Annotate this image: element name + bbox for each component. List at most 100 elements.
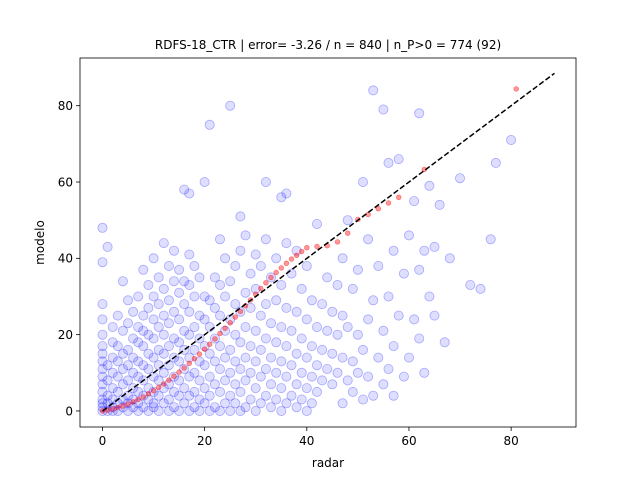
data-point-blue (414, 264, 425, 275)
data-point-blue (97, 329, 108, 340)
data-point-blue (260, 333, 271, 344)
data-point-blue (97, 386, 108, 397)
data-point-blue (123, 360, 134, 371)
data-point-blue (245, 268, 256, 279)
data-point-blue (301, 314, 312, 325)
data-point-blue (138, 310, 149, 321)
data-point-blue (363, 314, 374, 325)
data-point-blue (255, 260, 266, 271)
data-point-blue (97, 371, 108, 382)
data-point-blue (225, 367, 236, 378)
data-point-red (109, 406, 116, 412)
data-point-red (201, 346, 208, 352)
data-point-blue (357, 394, 368, 405)
data-point-blue (357, 176, 368, 187)
data-point-red (227, 320, 233, 326)
data-point-red (232, 314, 239, 320)
data-point-blue (148, 333, 159, 344)
data-point-blue (199, 314, 210, 325)
data-point-blue (168, 386, 179, 397)
data-point-blue (128, 367, 139, 378)
data-point-red (278, 265, 284, 271)
data-point-blue (347, 356, 358, 367)
identity-reference-line (102, 72, 555, 412)
data-point-blue (368, 390, 379, 401)
data-point-blue (174, 405, 185, 416)
data-point-blue (163, 341, 174, 352)
data-point-blue (352, 264, 363, 275)
data-point-blue (317, 299, 328, 310)
data-point-blue (311, 321, 322, 332)
data-point-blue (301, 352, 312, 363)
data-point-blue (189, 386, 200, 397)
data-point-blue (250, 405, 261, 416)
data-point-blue (317, 344, 328, 355)
data-point-blue (102, 241, 113, 252)
data-point-blue (143, 329, 154, 340)
data-point-blue (240, 375, 251, 386)
data-point-blue (102, 390, 113, 401)
data-point-blue (255, 344, 266, 355)
data-point-red (314, 243, 320, 250)
data-point-blue (260, 299, 271, 310)
data-point-red (196, 351, 203, 357)
data-point-blue (214, 341, 225, 352)
data-point-blue (260, 176, 271, 187)
data-point-blue (174, 287, 185, 298)
plot-frame (79, 57, 577, 428)
data-point-blue (220, 375, 231, 386)
data-point-red (120, 403, 126, 409)
data-point-blue (255, 310, 266, 321)
data-point-blue (107, 383, 118, 394)
data-point-blue (158, 398, 169, 409)
data-point-blue (209, 272, 220, 283)
data-point-blue (123, 344, 134, 355)
data-point-blue (107, 367, 118, 378)
data-point-blue (97, 257, 108, 268)
data-point-blue (235, 211, 246, 222)
data-point-blue (398, 371, 409, 382)
data-point-blue (332, 329, 343, 340)
data-point-blue (143, 348, 154, 359)
y-axis-ticks: 0 20 40 60 80 (58, 99, 80, 418)
data-point-blue (260, 234, 271, 245)
data-point-blue (138, 360, 149, 371)
data-point-blue (220, 253, 231, 264)
data-point-blue (322, 363, 333, 374)
data-point-blue (189, 344, 200, 355)
data-point-blue (378, 325, 389, 336)
data-point-blue (306, 398, 317, 409)
data-point-blue (342, 215, 353, 226)
data-point-blue (158, 348, 169, 359)
data-point-red (513, 86, 519, 92)
data-point-blue (230, 329, 241, 340)
data-point-blue (117, 348, 128, 359)
data-point-blue (250, 249, 261, 260)
data-point-blue (107, 337, 118, 348)
data-point-red (161, 381, 167, 387)
data-point-blue (128, 402, 139, 413)
data-point-blue (388, 390, 399, 401)
data-point-blue (398, 268, 409, 279)
data-point-blue (163, 394, 174, 405)
data-point-blue (184, 390, 195, 401)
data-point-blue (214, 363, 225, 374)
data-point-blue (296, 333, 307, 344)
data-point-blue (133, 356, 144, 367)
data-point-blue (352, 329, 363, 340)
data-point-blue (240, 352, 251, 363)
data-point-blue (271, 337, 282, 348)
data-point-blue (383, 363, 394, 374)
data-point-blue (143, 279, 154, 290)
data-point-blue (199, 291, 210, 302)
data-point-blue (184, 405, 195, 416)
data-point-blue (373, 260, 384, 271)
data-point-blue (393, 310, 404, 321)
data-point-blue (209, 333, 220, 344)
data-point-blue (276, 405, 287, 416)
data-point-blue (429, 310, 440, 321)
data-point-blue (240, 230, 251, 241)
x-tick-label: 40 (299, 434, 314, 448)
chart-title: RDFS-18_CTR | error= -3.26 / n = 840 | n… (155, 38, 501, 52)
data-point-red (181, 365, 187, 371)
